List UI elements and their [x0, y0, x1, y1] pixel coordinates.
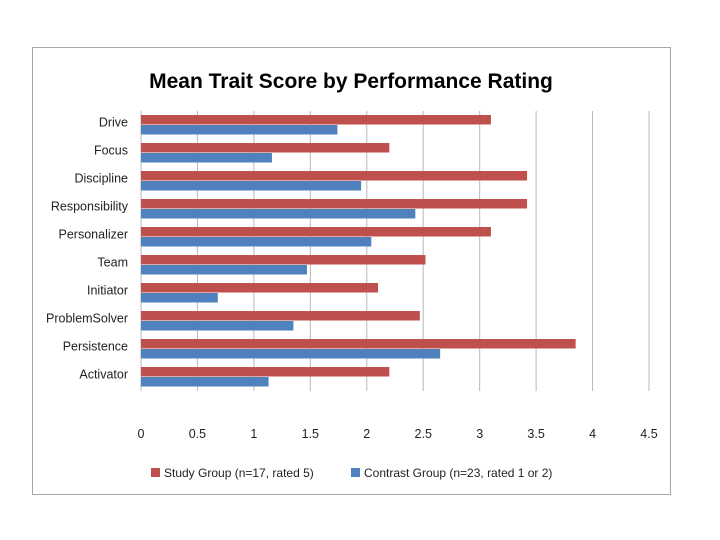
category-labels: Drive Focus Discipline Responsibility Person… [46, 116, 129, 382]
legend-swatch-study [151, 468, 160, 477]
bar-contrast-focus [141, 153, 272, 163]
x-tick-label: 3.5 [527, 427, 544, 441]
legend-label-contrast: Contrast Group (n=23, rated 1 or 2) [364, 466, 552, 480]
x-tick-label: 2 [363, 427, 370, 441]
bar-study-personalizer [141, 227, 491, 237]
bar-contrast-team [141, 265, 307, 275]
bar-study-problemsolver [141, 311, 420, 321]
category-label: ProblemSolver [46, 312, 128, 326]
category-label: Focus [94, 144, 128, 158]
bar-contrast-persistence [141, 349, 441, 359]
category-label: Initiator [87, 284, 128, 298]
bar-contrast-personalizer [141, 237, 372, 247]
chart-title: Mean Trait Score by Performance Rating [149, 70, 553, 93]
bar-contrast-problemsolver [141, 321, 294, 331]
x-tick-label: 0 [138, 427, 145, 441]
bar-contrast-discipline [141, 181, 362, 191]
x-tick-label: 0.5 [189, 427, 206, 441]
x-tick-label: 1 [250, 427, 257, 441]
category-label: Responsibility [51, 200, 129, 214]
bar-contrast-activator [141, 377, 269, 387]
bar-contrast-initiator [141, 293, 218, 303]
bar-study-responsibility [141, 199, 528, 209]
trait-score-chart: Mean Trait Score by Performance Rating D… [46, 70, 658, 480]
x-tick-label: 3 [476, 427, 483, 441]
bar-study-team [141, 255, 426, 265]
category-label: Discipline [75, 172, 129, 186]
bar-study-initiator [141, 283, 379, 293]
legend-label-study: Study Group (n=17, rated 5) [164, 466, 314, 480]
category-label: Persistence [63, 340, 128, 354]
legend: Study Group (n=17, rated 5) Contrast Grou… [151, 466, 552, 480]
bar-contrast-responsibility [141, 209, 416, 219]
x-tick-label: 1.5 [302, 427, 319, 441]
category-label: Personalizer [59, 228, 128, 242]
bar-contrast-drive [141, 125, 338, 135]
category-label: Drive [99, 116, 128, 130]
bar-study-persistence [141, 339, 576, 349]
bar-study-drive [141, 115, 491, 125]
category-label: Activator [79, 368, 128, 382]
category-label: Team [97, 256, 128, 270]
bar-study-discipline [141, 171, 528, 181]
bar-study-focus [141, 143, 390, 153]
chart-frame: Mean Trait Score by Performance Rating D… [32, 47, 671, 495]
x-tick-label: 4.5 [640, 427, 657, 441]
x-tick-label: 2.5 [415, 427, 432, 441]
x-tick-label: 4 [589, 427, 596, 441]
x-axis-ticks: 0 0.5 1 1.5 2 2.5 3 3.5 4 4.5 [138, 427, 658, 441]
bar-study-activator [141, 367, 390, 377]
legend-swatch-contrast [351, 468, 360, 477]
bars [141, 115, 576, 387]
